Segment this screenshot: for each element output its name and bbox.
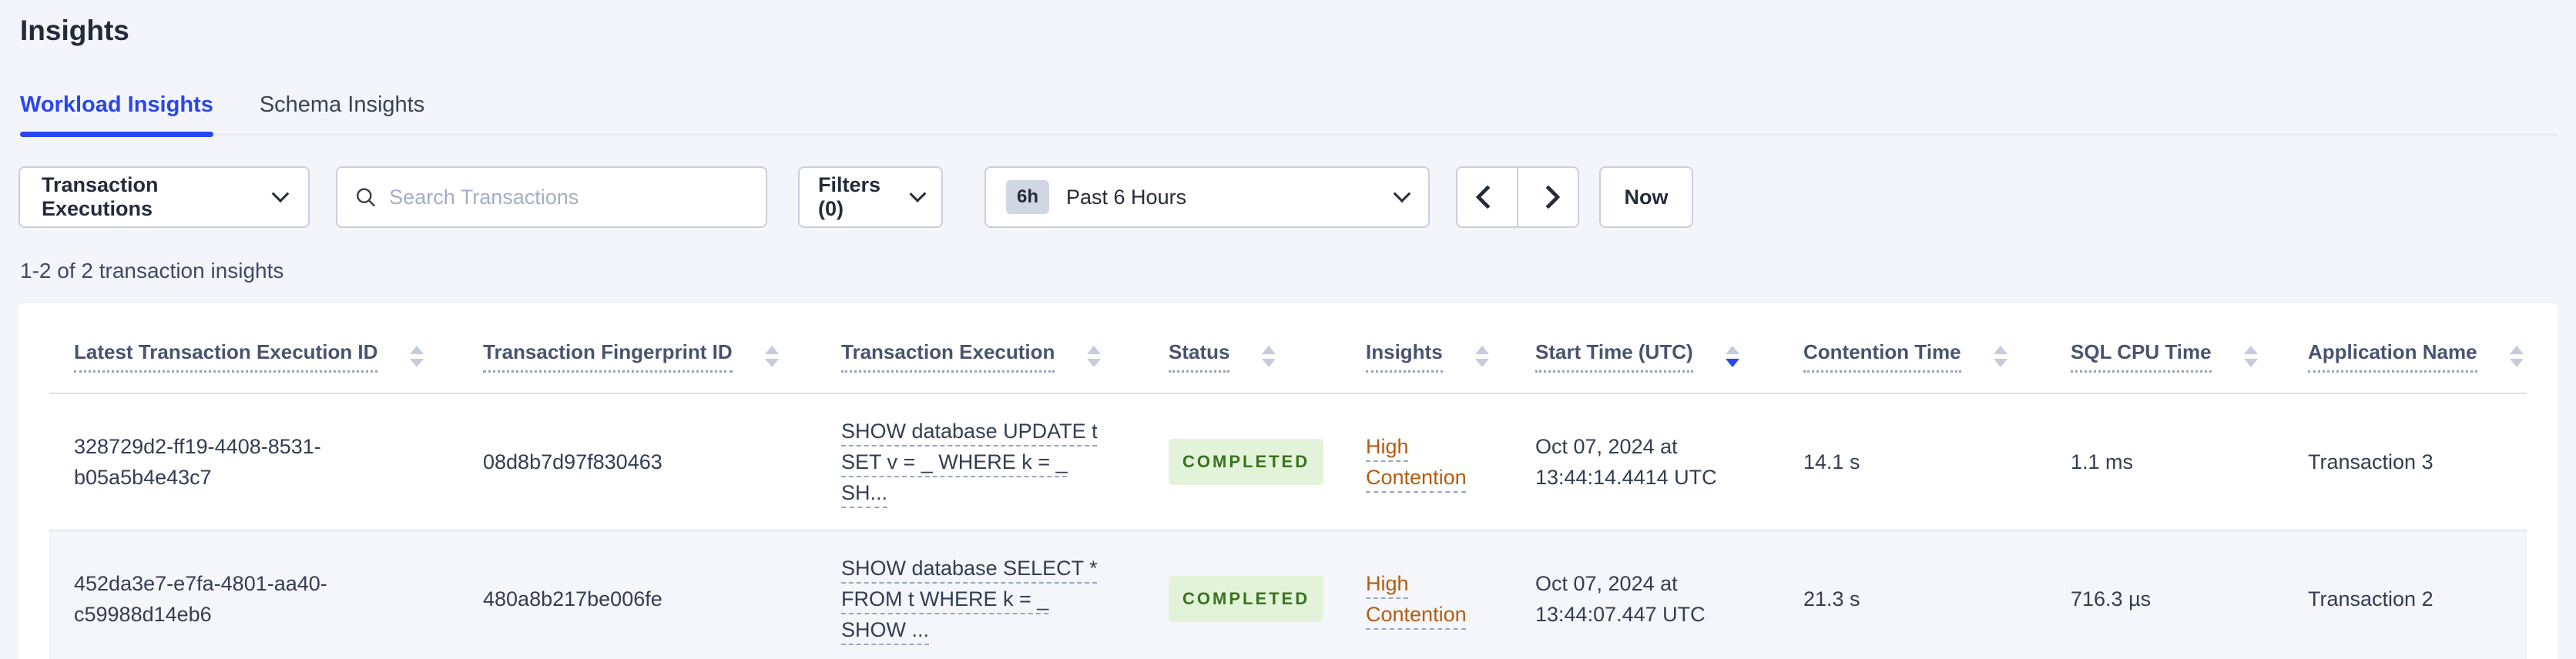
column-header-fingerprint-id: Transaction Fingerprint ID [458, 303, 817, 394]
cell-status: COMPLETED [1144, 393, 1341, 531]
previous-range-button[interactable] [1456, 166, 1518, 228]
search-input[interactable] [389, 185, 749, 209]
column-header-start-time: Start Time (UTC) [1511, 303, 1779, 394]
column-header-transaction-execution: Transaction Execution [817, 303, 1144, 394]
next-range-button[interactable] [1518, 166, 1579, 228]
insights-table: Latest Transaction Execution ID Transact… [49, 303, 2527, 659]
cell-sql-cpu-time: 716.3 µs [2046, 530, 2283, 659]
cell-application-name: Transaction 2 [2283, 530, 2527, 659]
chevron-down-icon [908, 185, 926, 202]
cell-application-name: Transaction 3 [2283, 393, 2527, 531]
cell-transaction-execution: SHOW database SELECT * FROM t WHERE k = … [817, 530, 1144, 659]
cell-fingerprint-id: 08d8b7d97f830463 [458, 393, 817, 531]
transaction-execution-link[interactable]: SHOW database UPDATE t SET v = _ WHERE k… [841, 420, 1098, 504]
page-title: Insights [20, 15, 129, 46]
tab-bar: Workload Insights Schema Insights [20, 91, 2558, 137]
time-range-arrows [1456, 166, 1579, 228]
cell-status: COMPLETED [1144, 530, 1341, 659]
sort-arrows-icon[interactable] [1474, 346, 1489, 367]
time-range-picker[interactable]: 6h Past 6 Hours [984, 166, 1430, 228]
transaction-execution-link[interactable]: SHOW database SELECT * FROM t WHERE k = … [841, 557, 1098, 641]
cell-transaction-execution: SHOW database UPDATE t SET v = _ WHERE k… [817, 393, 1144, 531]
now-button[interactable]: Now [1599, 166, 1693, 228]
results-summary: 1-2 of 2 transaction insights [20, 259, 284, 283]
column-header-contention-time: Contention Time [1779, 303, 2046, 394]
sort-arrows-icon[interactable] [410, 346, 424, 367]
sort-arrows-icon[interactable] [2243, 346, 2258, 367]
sort-arrows-icon[interactable] [2509, 346, 2524, 367]
sort-arrows-icon[interactable] [1262, 346, 1276, 367]
column-header-sql-cpu-time: SQL CPU Time [2046, 303, 2283, 394]
insights-table-card: Latest Transaction Execution ID Transact… [18, 303, 2558, 659]
cell-start-time: Oct 07, 2024 at 13:44:07.447 UTC [1511, 530, 1779, 659]
table-row: 328729d2-ff19-4408-8531-b05a5b4e43c7 08d… [49, 393, 2527, 531]
view-type-dropdown[interactable]: Transaction Executions [18, 166, 310, 228]
sort-arrows-icon[interactable] [764, 346, 779, 367]
sort-arrows-icon[interactable] [1725, 346, 1739, 367]
sort-arrows-icon[interactable] [1087, 346, 1102, 367]
cell-fingerprint-id: 480a8b217be006fe [458, 530, 817, 659]
tab-workload-insights[interactable]: Workload Insights [20, 91, 213, 137]
table-header-row: Latest Transaction Execution ID Transact… [49, 303, 2527, 394]
now-button-label: Now [1624, 185, 1669, 209]
sort-arrows-icon[interactable] [1993, 346, 2007, 367]
column-header-application-name: Application Name [2283, 303, 2527, 394]
column-header-execution-id: Latest Transaction Execution ID [49, 303, 458, 394]
chevron-right-icon [1535, 185, 1561, 209]
search-icon [357, 188, 375, 207]
cell-insights: High Contention [1341, 393, 1511, 531]
tab-schema-insights[interactable]: Schema Insights [259, 92, 425, 117]
chevron-down-icon [271, 185, 290, 203]
cell-insights: High Contention [1341, 530, 1511, 659]
time-range-badge: 6h [1006, 180, 1050, 214]
filters-button[interactable]: Filters (0) [798, 166, 943, 228]
column-header-status: Status [1144, 303, 1341, 394]
insight-link[interactable]: High Contention [1366, 572, 1467, 626]
toolbar: Transaction Executions Filters (0) 6h Pa… [18, 166, 2558, 228]
cell-execution-id: 452da3e7-e7fa-4801-aa40-c59988d14eb6 [49, 530, 458, 659]
insight-link[interactable]: High Contention [1366, 435, 1467, 489]
table-row: 452da3e7-e7fa-4801-aa40-c59988d14eb6 480… [49, 530, 2527, 659]
cell-contention-time: 14.1 s [1779, 393, 2046, 531]
chevron-left-icon [1474, 185, 1500, 209]
view-type-dropdown-value: Transaction Executions [42, 173, 159, 220]
search-box[interactable] [336, 166, 767, 228]
column-header-insights: Insights [1341, 303, 1511, 394]
cell-start-time: Oct 07, 2024 at 13:44:14.4414 UTC [1511, 393, 1779, 531]
cell-contention-time: 21.3 s [1779, 530, 2046, 659]
cell-execution-id: 328729d2-ff19-4408-8531-b05a5b4e43c7 [49, 393, 458, 531]
time-range-label: Past 6 Hours [1066, 185, 1187, 209]
cell-sql-cpu-time: 1.1 ms [2046, 393, 2283, 531]
chevron-down-icon [1393, 185, 1411, 203]
filters-button-label: Filters (0) [818, 173, 881, 220]
status-badge: COMPLETED [1169, 576, 1324, 622]
status-badge: COMPLETED [1169, 439, 1324, 485]
